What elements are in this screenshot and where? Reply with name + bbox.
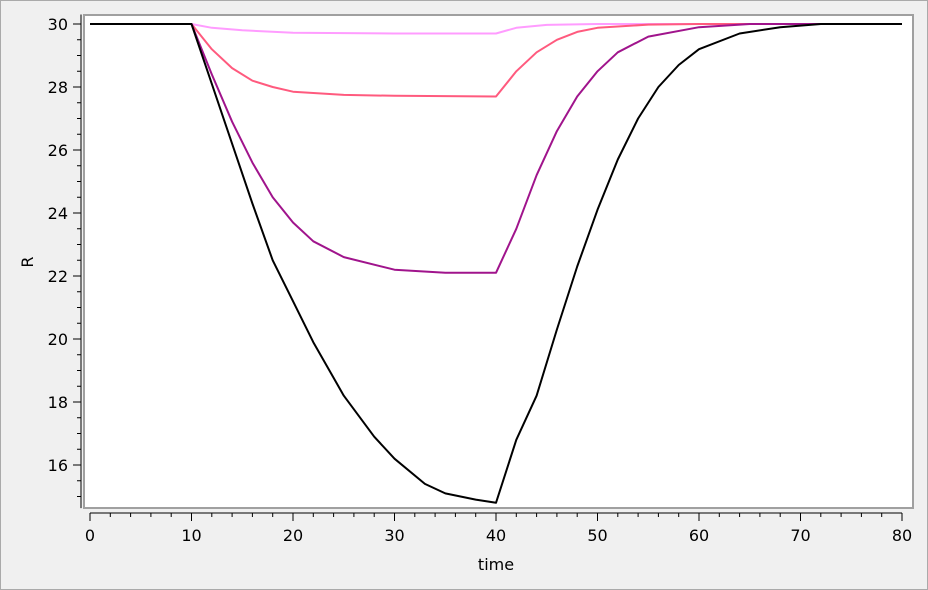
x-tick-label: 40 [486, 526, 506, 545]
y-tick-label: 22 [48, 267, 68, 286]
y-tick-label: 24 [48, 204, 68, 223]
plot-area [83, 14, 914, 509]
x-tick-label: 30 [384, 526, 404, 545]
x-tick-label: 50 [587, 526, 607, 545]
x-tick-label: 0 [85, 526, 95, 545]
x-tick-label: 60 [689, 526, 709, 545]
y-tick-label: 20 [48, 330, 68, 349]
y-tick-label: 28 [48, 78, 68, 97]
x-tick-label: 20 [283, 526, 303, 545]
series-black-line [90, 23, 902, 504]
x-tick-label: 70 [790, 526, 810, 545]
series-red-line [90, 23, 902, 98]
y-axis-label: R [18, 256, 37, 267]
series-pink-line [90, 23, 902, 35]
x-axis-label: time [478, 555, 514, 574]
x-tick-label: 80 [892, 526, 912, 545]
y-tick-label: 16 [48, 456, 68, 475]
y-tick-label: 26 [48, 141, 68, 160]
series-lines [90, 23, 902, 504]
y-tick-label: 30 [48, 15, 68, 34]
y-tick-label: 18 [48, 393, 68, 412]
y-axis: 16 18 20 22 24 26 28 30 [48, 14, 82, 509]
x-axis: 0 10 20 30 40 50 60 70 80 [85, 512, 912, 545]
series-purple-line [90, 23, 902, 274]
x-tick-label: 10 [181, 526, 201, 545]
